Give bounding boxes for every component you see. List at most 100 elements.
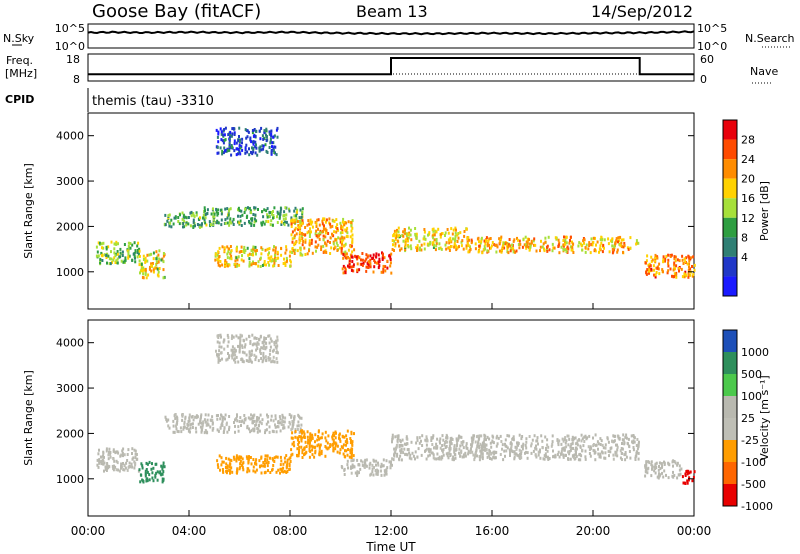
velocity-cell	[184, 417, 187, 421]
velocity-cell	[275, 357, 278, 361]
velocity-cell	[211, 422, 214, 426]
velocity-cell	[280, 459, 283, 463]
power-cell	[260, 223, 263, 227]
power-cell	[151, 262, 154, 265]
power-cell	[467, 250, 470, 254]
velocity-cell	[505, 449, 508, 453]
velocity-cell	[311, 435, 314, 439]
velocity-cell	[288, 413, 291, 417]
power-cell	[116, 250, 119, 253]
velocity-cell	[621, 447, 624, 451]
power-colorbar-label: Power [dB]	[758, 181, 771, 241]
power-cell	[451, 232, 454, 236]
velocity-cell	[346, 459, 349, 463]
power-cell	[299, 225, 302, 229]
power-cell	[260, 126, 263, 130]
power-cell	[437, 227, 440, 231]
velocity-cell	[345, 438, 348, 442]
power-cell	[507, 245, 510, 249]
power-cell	[185, 223, 188, 227]
velocity-cell	[513, 452, 516, 456]
velocity-cell	[164, 415, 167, 419]
power-cell	[686, 262, 689, 266]
velocity-cell	[531, 438, 534, 442]
velocity-cell	[105, 469, 108, 472]
velocity-cell	[252, 458, 255, 461]
power-cell	[428, 231, 431, 235]
velocity-cell	[551, 440, 554, 444]
power-cell	[384, 269, 387, 273]
power-cell	[226, 221, 229, 225]
velocity-cell	[520, 437, 523, 441]
power-cell	[361, 258, 364, 262]
velocity-cell	[574, 442, 577, 446]
power-cell	[397, 234, 400, 238]
power-cell	[498, 237, 501, 241]
velocity-cell	[120, 462, 123, 466]
velocity-cell	[219, 333, 222, 337]
velocity-cell	[490, 445, 493, 449]
power-cell	[228, 141, 231, 145]
velocity-cell	[264, 429, 267, 433]
velocity-cell	[287, 425, 290, 429]
colorbar-tick-label: 20	[741, 173, 755, 186]
power-cell	[525, 240, 528, 244]
velocity-cell	[665, 473, 667, 477]
power-cell	[243, 245, 246, 249]
velocity-cell	[509, 454, 511, 457]
power-cell	[150, 262, 153, 266]
velocity-cell	[435, 442, 438, 446]
power-cell	[569, 239, 571, 242]
velocity-cell	[425, 443, 428, 447]
velocity-cell	[503, 449, 506, 453]
power-cell	[223, 246, 226, 250]
power-cell	[216, 213, 219, 217]
power-cell	[619, 235, 622, 239]
power-cell	[182, 222, 185, 225]
power-cell	[601, 238, 604, 242]
power-cell	[114, 254, 117, 258]
power-cell	[591, 243, 594, 247]
power-cell	[217, 261, 220, 265]
power-cell	[678, 269, 680, 273]
power-cell	[678, 259, 681, 263]
velocity-cell	[251, 427, 254, 431]
velocity-cell	[372, 473, 375, 477]
velocity-cell	[383, 469, 386, 473]
power-cell	[111, 261, 113, 264]
power-cell	[355, 255, 358, 259]
power-cell	[133, 241, 136, 245]
velocity-cell	[298, 445, 301, 449]
power-cell	[396, 239, 399, 243]
power-cell	[217, 258, 220, 262]
power-cell	[286, 258, 288, 262]
power-cell	[220, 208, 223, 212]
power-cell	[595, 243, 597, 247]
velocity-cell	[282, 466, 285, 470]
velocity-cell	[572, 447, 575, 450]
power-cell	[647, 263, 650, 267]
power-cell	[265, 219, 268, 223]
power-cell	[215, 221, 218, 225]
power-cell	[290, 233, 293, 237]
velocity-cell	[396, 452, 399, 456]
colorbar-frame	[722, 119, 738, 297]
power-cell	[101, 254, 104, 258]
colorbar-swatch	[723, 178, 737, 199]
velocity-cell	[539, 448, 541, 452]
power-cell	[342, 238, 345, 242]
velocity-cell	[371, 470, 374, 474]
velocity-cell	[256, 347, 259, 350]
power-cell	[246, 129, 249, 133]
velocity-cell	[225, 456, 228, 460]
power-cell	[155, 263, 158, 266]
power-cell	[254, 213, 257, 217]
velocity-cell	[327, 446, 330, 450]
velocity-cell	[203, 418, 206, 422]
power-cell	[434, 248, 437, 252]
power-cell	[299, 220, 302, 224]
velocity-cell	[142, 480, 145, 484]
power-cell	[512, 239, 515, 243]
power-cell	[654, 256, 657, 259]
velocity-cell	[134, 449, 137, 453]
